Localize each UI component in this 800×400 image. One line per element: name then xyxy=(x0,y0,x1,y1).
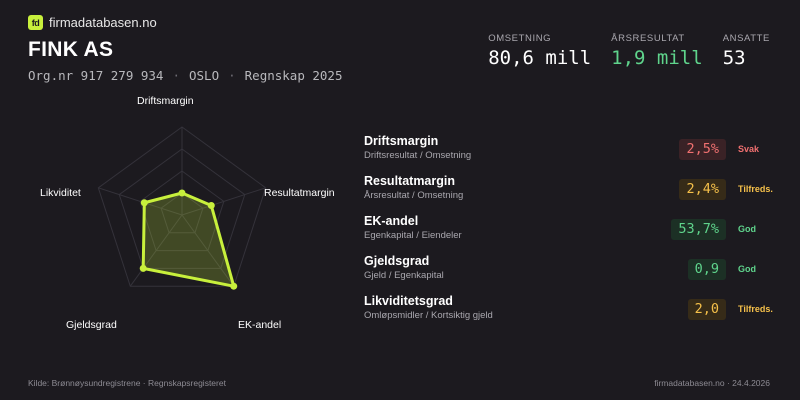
radar-point-driftsmargin xyxy=(178,189,186,197)
brand-name: firmadatabasen.no xyxy=(49,15,157,30)
radar-grid-ring-3 xyxy=(118,148,246,269)
brand[interactable]: fd firmadatabasen.no xyxy=(28,15,157,30)
metric-value: 0,9 xyxy=(687,259,726,280)
metric-status-badge: Tilfreds. xyxy=(738,184,773,194)
radar-point-gjeldsgrad xyxy=(139,264,147,272)
kpi-revenue: OMSETNING 80,6 mill xyxy=(488,33,591,69)
radar-axis-line-4 xyxy=(129,214,183,287)
metric-value: 53,7% xyxy=(671,219,726,240)
metric-row-driftsmargin: Driftsmargin Driftsresultat / Omsetning … xyxy=(364,134,774,174)
company-subline: Org.nr 917 279 934 · OSLO · Regnskap 202… xyxy=(28,68,342,83)
metric-name: Likviditetsgrad xyxy=(364,294,453,308)
metric-value: 2,0 xyxy=(687,299,726,320)
axis-label-ek-andel: EK-andel xyxy=(238,319,282,331)
brand-logo-icon: fd xyxy=(28,15,43,30)
kpi-group: OMSETNING 80,6 mill ÅRSRESULTAT 1,9 mill… xyxy=(468,33,770,69)
footer-source: Kilde: Brønnøysundregistrene · Regnskaps… xyxy=(28,378,226,388)
metrics-list: Driftsmargin Driftsresultat / Omsetning … xyxy=(364,134,774,334)
metric-formula: Gjeld / Egenkapital xyxy=(364,270,444,281)
metric-name: Resultatmargin xyxy=(364,174,455,188)
radar-point-resultatmargin xyxy=(207,201,215,209)
metric-formula: Omløpsmidler / Kortsiktig gjeld xyxy=(364,310,493,321)
radar-grid-ring-2 xyxy=(139,170,225,252)
radar-series-area xyxy=(141,191,236,288)
metric-status-badge: God xyxy=(738,264,756,274)
metric-status-badge: Svak xyxy=(738,144,760,154)
radar-point-ek-andel xyxy=(230,282,238,290)
metric-formula: Årsresultat / Omsetning xyxy=(364,190,464,201)
kpi-value: 1,9 mill xyxy=(611,47,703,69)
radar-axis-line-3 xyxy=(181,214,235,287)
kpi-label: OMSETNING xyxy=(488,33,552,44)
metric-row-gjeldsgrad: Gjeldsgrad Gjeld / Egenkapital 0,9 God xyxy=(364,254,774,294)
kpi-value: 80,6 mill xyxy=(488,47,592,69)
org-number: Org.nr 917 279 934 xyxy=(28,68,164,83)
radar-chart: Driftsmargin Resultatmargin EK-andel Gje… xyxy=(0,88,360,348)
separator-dot: · xyxy=(228,68,236,83)
radar-grid-ring-1 xyxy=(160,192,204,234)
radar-grid-ring-4 xyxy=(97,126,267,287)
accounting-period: Regnskap 2025 xyxy=(244,68,343,83)
axis-label-driftsmargin: Driftsmargin xyxy=(137,95,194,107)
metric-row-likviditetsgrad: Likviditetsgrad Omløpsmidler / Kortsikti… xyxy=(364,294,774,334)
radar-chart-svg xyxy=(97,126,267,290)
metric-row-ek-andel: EK-andel Egenkapital / Eiendeler 53,7% G… xyxy=(364,214,774,254)
radar-axis-line-2 xyxy=(181,187,266,216)
metric-status-badge: Tilfreds. xyxy=(738,304,773,314)
axis-label-gjeldsgrad: Gjeldsgrad xyxy=(66,319,117,331)
kpi-label: ÅRSRESULTAT xyxy=(611,33,685,44)
company-name: FINK AS xyxy=(28,38,114,61)
metric-formula: Driftsresultat / Omsetning xyxy=(364,150,472,161)
company-city: OSLO xyxy=(189,68,220,83)
radar-point-likviditet xyxy=(140,199,148,207)
kpi-employees: ANSATTE 53 xyxy=(723,33,770,69)
kpi-label: ANSATTE xyxy=(722,33,770,44)
metric-formula: Egenkapital / Eiendeler xyxy=(364,230,462,241)
separator-dot: · xyxy=(172,68,180,83)
metric-name: EK-andel xyxy=(364,214,419,228)
radar-axis-line-5 xyxy=(98,187,183,216)
metric-value: 2,4% xyxy=(679,179,726,200)
axis-label-likviditet: Likviditet xyxy=(40,187,81,199)
kpi-value: 53 xyxy=(722,47,746,69)
metric-value: 2,5% xyxy=(679,139,726,160)
footer-site-date: firmadatabasen.no · 24.4.2026 xyxy=(654,378,770,388)
metric-name: Driftsmargin xyxy=(364,134,439,148)
metric-row-resultatmargin: Resultatmargin Årsresultat / Omsetning 2… xyxy=(364,174,774,214)
metric-name: Gjeldsgrad xyxy=(364,254,430,268)
axis-label-resultatmargin: Resultatmargin xyxy=(264,187,335,199)
metric-status-badge: God xyxy=(738,224,756,234)
kpi-annual-result: ÅRSRESULTAT 1,9 mill xyxy=(611,33,703,69)
